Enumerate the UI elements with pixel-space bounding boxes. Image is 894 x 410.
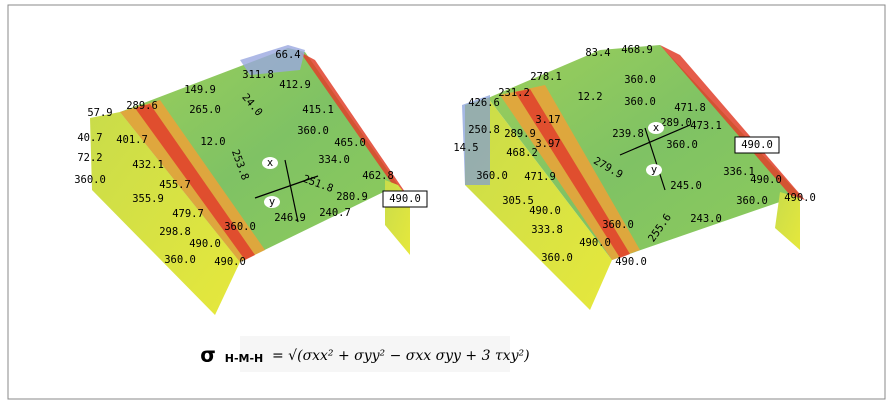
stress-label: 432.1 — [132, 159, 164, 171]
stress-label: 490.0 — [529, 205, 561, 217]
axis-label: x — [267, 157, 273, 169]
stress-label: 280.9 — [336, 191, 368, 203]
stress-label: 149.9 — [184, 84, 216, 96]
stress-label: 289.6 — [126, 100, 158, 112]
stress-label: 465.0 — [334, 137, 366, 149]
axis-label: x — [653, 122, 659, 134]
stress-label: 471.8 — [674, 102, 706, 114]
stress-label: 289.0 — [660, 117, 692, 129]
stress-label: 360.0 — [624, 74, 656, 86]
stress-label: 426.6 — [468, 97, 500, 109]
stress-label: 311.8 — [242, 69, 274, 81]
stress-label: 360.0 — [602, 219, 634, 231]
stress-label: 415.1 — [302, 104, 334, 116]
stress-label: 490.0 — [579, 237, 611, 249]
formula-expression: = √(σxx² + σyy² − σxx σyy + 3 τxy²) — [272, 348, 530, 364]
formula-symbol: σ — [200, 343, 216, 367]
stress-label: 490.0 — [615, 256, 647, 268]
stress-label: 246.9 — [274, 212, 306, 224]
stress-label: 360.0 — [736, 195, 768, 207]
stress-label: 334.0 — [318, 154, 350, 166]
stress-label: 490.0 — [784, 192, 816, 204]
stress-label: 333.8 — [531, 224, 563, 236]
stress-label: 360.0 — [224, 221, 256, 233]
stress-label: 250.8 — [468, 124, 500, 136]
stress-label: 401.7 — [116, 134, 148, 146]
stress-label: 360.0 — [74, 174, 106, 186]
stress-label: 57.9 — [87, 107, 112, 119]
stress-label: 490.0 — [741, 139, 773, 151]
stress-label: 479.7 — [172, 208, 204, 220]
stress-label: 360.0 — [666, 139, 698, 151]
stress-label: 265.0 — [189, 104, 221, 116]
stress-label: 473.1 — [690, 120, 722, 132]
stress-label: 360.0 — [164, 254, 196, 266]
stress-label: 490.0 — [750, 174, 782, 186]
stress-label: 360.0 — [624, 96, 656, 108]
stress-label: 3.97 — [535, 138, 560, 150]
stress-label: 12.0 — [200, 136, 225, 148]
axis-label: y — [651, 164, 657, 176]
stress-label: 471.9 — [524, 171, 556, 183]
stress-label: 360.0 — [541, 252, 573, 264]
stress-label: 490.0 — [189, 238, 221, 250]
stress-label: 66.4 — [275, 49, 300, 61]
stress-label: 3.17 — [535, 114, 560, 126]
stress-label: 289.9 — [504, 128, 536, 140]
stress-label: 12.2 — [577, 91, 602, 103]
stress-label: 278.1 — [530, 71, 562, 83]
stress-label: 239.8 — [612, 128, 644, 140]
stress-label: 14.5 — [453, 142, 478, 154]
stress-label: 231.2 — [498, 87, 530, 99]
axis-label: y — [269, 196, 275, 208]
stress-label: 298.8 — [159, 226, 191, 238]
stress-label: 240.7 — [319, 207, 351, 219]
stress-label: 412.9 — [279, 79, 311, 91]
stress-label: 468.9 — [621, 44, 653, 56]
stress-label: 360.0 — [476, 170, 508, 182]
stress-label: 83.4 — [585, 47, 610, 59]
formula-subscript: H-M-H — [225, 352, 264, 365]
stress-label: 243.0 — [690, 213, 722, 225]
stress-label: 468.2 — [506, 147, 538, 159]
stress-label: 245.0 — [670, 180, 702, 192]
stress-label: 360.0 — [297, 125, 329, 137]
stress-label: 72.2 — [77, 152, 102, 164]
stress-label: 490.0 — [214, 256, 246, 268]
stress-label: 455.7 — [159, 179, 191, 191]
stress-label: 490.0 — [389, 193, 421, 205]
figure: 66.4311.8412.9149.957.9289.6265.024.0415… — [0, 0, 894, 406]
stress-label: 462.8 — [362, 170, 394, 182]
stress-label: 40.7 — [77, 132, 102, 144]
stress-label: 355.9 — [132, 193, 164, 205]
